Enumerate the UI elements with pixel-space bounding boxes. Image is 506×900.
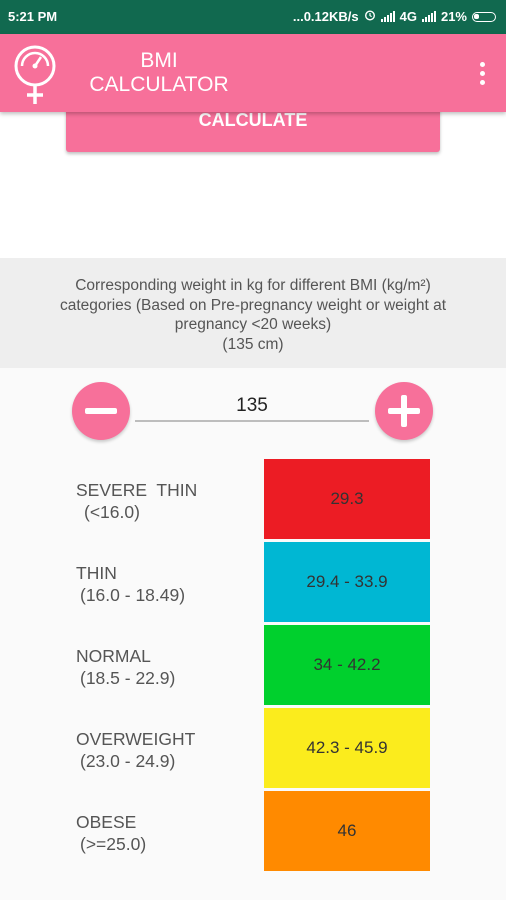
weight-cell: 29.3 xyxy=(264,459,430,539)
weight-cell: 29.4 - 33.9 xyxy=(264,542,430,622)
category-name: SEVERE THIN xyxy=(76,480,198,500)
category-range: (<16.0) xyxy=(84,502,140,522)
app-title: BMI CALCULATOR xyxy=(84,49,234,97)
category-row-obese: OBESE (>=25.0) 46 xyxy=(0,791,506,871)
alarm-icon xyxy=(364,9,376,24)
category-row-severe-thin: SEVERE THIN (<16.0) 29.3 xyxy=(0,459,506,539)
category-name: OVERWEIGHT xyxy=(76,729,196,749)
category-range: (16.0 - 18.49) xyxy=(80,585,186,605)
category-name: THIN xyxy=(76,563,117,583)
weight-cell: 46 xyxy=(264,791,430,871)
category-range: (23.0 - 24.9) xyxy=(80,751,176,771)
category-name: NORMAL xyxy=(76,646,151,666)
category-name: OBESE xyxy=(76,812,137,832)
battery-level: 21% xyxy=(440,9,467,24)
app-title-line2: CALCULATOR xyxy=(89,73,229,96)
status-bar: 5:21 PM ...0.12KB/s 4G 21% xyxy=(0,0,506,34)
calculate-label: CALCULATE xyxy=(198,110,308,130)
app-bar: BMI CALCULATOR xyxy=(0,34,506,112)
category-row-normal: NORMAL (18.5 - 22.9) 34 - 42.2 xyxy=(0,625,506,705)
weight-cell: 34 - 42.2 xyxy=(264,625,430,705)
info-line3: pregnancy <20 weeks) xyxy=(174,316,332,333)
info-line1: Corresponding weight in kg for different… xyxy=(75,277,431,294)
category-row-overweight: OVERWEIGHT (23.0 - 24.9) 42.3 - 45.9 xyxy=(0,708,506,788)
scale-venus-icon xyxy=(14,45,56,104)
app-title-line1: BMI xyxy=(140,49,178,72)
info-line4: (135 cm) xyxy=(222,335,284,353)
height-input[interactable] xyxy=(135,392,369,422)
minus-icon xyxy=(85,408,117,414)
signal-icon-2 xyxy=(421,11,436,22)
category-range: (>=25.0) xyxy=(80,834,147,854)
increase-button[interactable] xyxy=(375,382,433,440)
network-speed: ...0.12KB/s xyxy=(292,9,359,24)
info-line2: categories (Based on Pre-pregnancy weigh… xyxy=(60,296,446,314)
network-type: 4G xyxy=(399,9,417,24)
signal-icon xyxy=(380,11,395,22)
status-indicators: ...0.12KB/s 4G 21% xyxy=(293,9,496,24)
weight-cell: 42.3 - 45.9 xyxy=(264,708,430,788)
decrease-button[interactable] xyxy=(72,382,130,440)
category-range: (18.5 - 22.9) xyxy=(80,668,176,688)
more-vert-icon[interactable] xyxy=(478,62,486,88)
battery-icon xyxy=(472,11,496,22)
status-time: 5:21 PM xyxy=(8,9,58,24)
info-panel: Corresponding weight in kg for different… xyxy=(0,258,506,368)
category-row-thin: THIN (16.0 - 18.49) 29.4 - 33.9 xyxy=(0,542,506,622)
